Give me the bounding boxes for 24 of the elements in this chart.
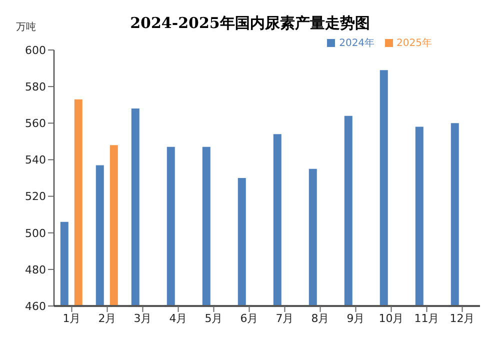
y-axis-title: 万吨 (16, 20, 36, 34)
y-tick-label: 500 (25, 226, 46, 240)
y-tick-label: 560 (25, 117, 46, 130)
legend-label: 2024年 (339, 38, 375, 49)
x-tick-label: 7月 (276, 312, 294, 325)
x-tick-label: 1月 (62, 312, 81, 325)
x-tick-label: 4月 (169, 312, 188, 325)
y-tick-label: 540 (25, 154, 46, 167)
chart-title: 2024-2025年国内尿素产量走势图 (130, 14, 370, 32)
x-tick-label: 2月 (98, 312, 116, 325)
y-tick-label: 520 (25, 190, 46, 204)
y-tick-label: 600 (25, 44, 46, 57)
y-tick-label: 580 (25, 80, 46, 94)
x-tick-label: 3月 (134, 312, 152, 325)
x-tick-label: 8月 (311, 312, 330, 325)
x-tick-label: 10月 (378, 312, 404, 325)
y-tick-label: 480 (25, 263, 46, 276)
y-tick-label: 460 (25, 300, 46, 313)
x-tick-label: 5月 (204, 312, 223, 325)
legend-label: 2025年 (396, 38, 432, 49)
x-tick-label: 9月 (346, 312, 365, 325)
x-tick-label: 12月 (450, 312, 475, 325)
x-tick-label: 6月 (240, 312, 258, 325)
x-tick-label: 11月 (414, 312, 440, 325)
